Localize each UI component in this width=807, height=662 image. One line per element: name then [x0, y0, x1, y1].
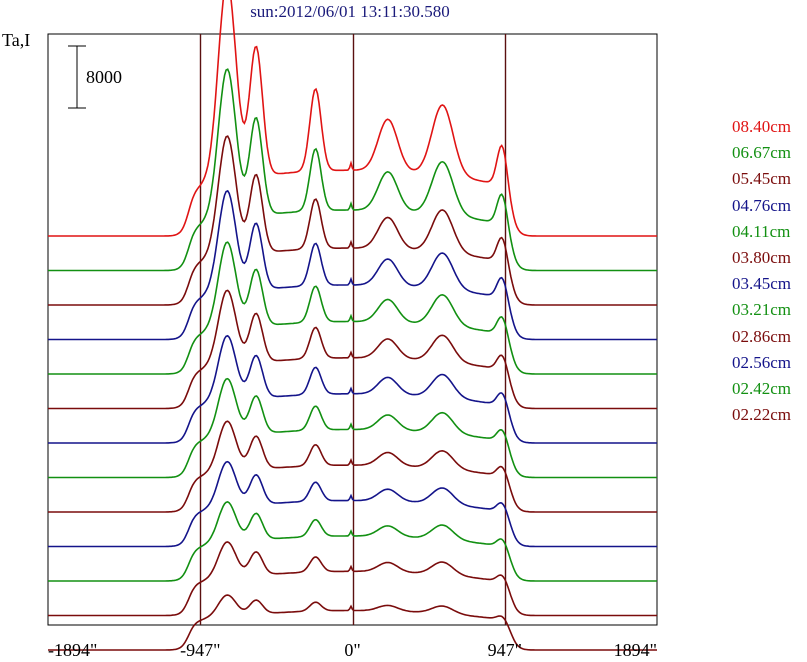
legend-item-06.67cm: 06.67cm: [732, 143, 792, 163]
legend-item-08.40cm: 08.40cm: [732, 117, 792, 136]
legend-item-04.76cm: 04.76cm: [732, 195, 792, 215]
series-line-03.45cm: [48, 334, 657, 444]
scale-bar: 8000: [68, 45, 122, 109]
x-tick-label-2: 0": [344, 640, 360, 660]
x-tick-label-0: -1894": [48, 640, 97, 660]
legend-item-02.42cm: 02.42cm: [732, 379, 792, 398]
chart-title: sun:2012/06/01 13:11:30.580: [250, 2, 450, 21]
x-tick-label-4: 1894": [614, 640, 657, 660]
legend-item-03.45cm: 03.45cm: [732, 274, 792, 294]
series-line-03.80cm: [48, 289, 657, 410]
scale-bar-label: 8000: [86, 67, 122, 87]
legend-item-02.56cm: 02.56cm: [732, 352, 792, 372]
series-line-02.86cm: [48, 420, 657, 513]
x-tick-label-1: -947": [180, 640, 220, 660]
series-line-02.56cm: [48, 460, 657, 548]
series-line-08.40cm: [48, 0, 657, 237]
series-line-03.21cm: [48, 377, 657, 479]
series-line-04.11cm: [48, 241, 657, 375]
plot-frame-rect: [47, 33, 658, 626]
series-line-06.67cm: [48, 68, 657, 272]
legend-item-02.86cm: 02.86cm: [732, 326, 792, 346]
vertical-reference-lines: [199, 34, 507, 625]
series-line-05.45cm: [48, 135, 657, 306]
legend-item-04.11cm: 04.11cm: [732, 221, 791, 241]
legend-item-03.80cm: 03.80cm: [732, 248, 792, 267]
legend-item-02.22cm: 02.22cm: [732, 405, 792, 425]
series-line-bottom: [48, 594, 657, 651]
plot-frame: [47, 33, 658, 626]
x-tick-labels: -1894" -947" 0" 947" 1894": [48, 640, 657, 660]
curves: [48, 0, 657, 651]
series-line-02.42cm: [48, 501, 657, 582]
x-tick-label-3: 947": [488, 640, 522, 660]
legend-item-05.45cm: 05.45cm: [732, 169, 792, 189]
series-line-04.76cm: [48, 189, 657, 341]
legend-item-03.21cm: 03.21cm: [732, 300, 792, 320]
y-axis-label: Ta,I: [2, 30, 31, 50]
series-line-02.22cm: [48, 541, 657, 617]
